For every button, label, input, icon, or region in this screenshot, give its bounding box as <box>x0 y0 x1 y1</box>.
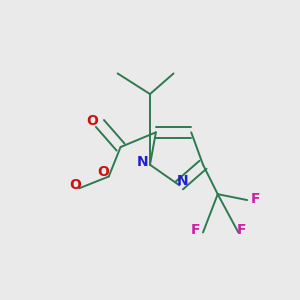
Text: O: O <box>69 178 81 192</box>
Text: F: F <box>191 223 200 236</box>
Text: F: F <box>251 192 261 206</box>
Text: O: O <box>97 165 109 179</box>
Text: N: N <box>137 155 148 169</box>
Text: O: O <box>87 114 98 128</box>
Text: N: N <box>177 174 188 188</box>
Text: F: F <box>236 223 246 236</box>
